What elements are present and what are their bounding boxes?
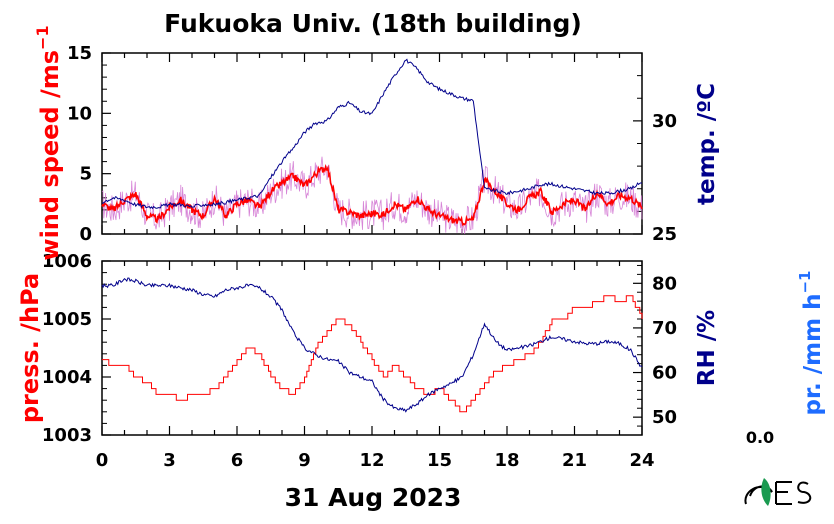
upper-tick-marks: 0 5 10 15 25 30 <box>67 43 677 245</box>
x-tick-label: 6 <box>231 450 244 471</box>
x-tick-label: 18 <box>494 450 519 471</box>
pressure-tick-label: 1004 <box>42 367 92 388</box>
date-label: 31 Aug 2023 <box>285 483 462 512</box>
pressure-tick-label: 1005 <box>42 309 92 330</box>
institution-logo <box>744 478 812 506</box>
wind-axis-title-sup: −1 <box>33 25 52 50</box>
x-tick-label: 0 <box>96 450 109 471</box>
wind-tick-label: 15 <box>67 43 92 64</box>
x-tick-label: 15 <box>427 450 452 471</box>
rh-tick-label: 50 <box>652 407 677 428</box>
lower-panel-frame <box>101 260 643 436</box>
wind-axis-title: wind speed /ms−1 <box>33 25 64 260</box>
wind-axis-title-main: wind speed /ms <box>36 50 64 261</box>
temperature-line <box>101 58 643 210</box>
x-tick-label: 9 <box>298 450 311 471</box>
x-tick-label: 12 <box>359 450 384 471</box>
x-tick-label: 3 <box>163 450 176 471</box>
wind-tick-label: 5 <box>79 164 92 185</box>
pressure-tick-label: 1006 <box>42 251 92 272</box>
rh-tick-label: 70 <box>652 318 677 339</box>
precip-axis-title-main: pr. /mm h <box>800 294 826 416</box>
temp-tick-label: 25 <box>652 224 677 245</box>
upper-series <box>101 58 643 235</box>
wind-tick-label: 0 <box>79 224 92 245</box>
wind-tick-label: 10 <box>67 103 92 124</box>
pressure-tick-label: 1003 <box>42 425 92 446</box>
x-tick-label: 24 <box>629 450 654 471</box>
temp-axis-title: temp. /ºC <box>694 83 720 205</box>
rh-tick-label: 80 <box>652 273 677 294</box>
chart-title: Fukuoka Univ. (18th building) <box>164 9 582 38</box>
temp-tick-label: 30 <box>652 111 677 132</box>
pressure-axis-title: press. /hPa <box>16 273 44 423</box>
rh-axis-title: RH /% <box>694 310 720 386</box>
precip-value: 0.0 <box>746 428 774 447</box>
relative-humidity-line <box>101 277 643 413</box>
precip-axis-title: pr. /mm h−1 <box>796 270 826 415</box>
lower-series <box>101 277 643 413</box>
rh-tick-label: 60 <box>652 363 677 384</box>
wind-speed-line <box>101 163 643 227</box>
pressure-line <box>102 295 643 413</box>
x-tick-label: 21 <box>562 450 587 471</box>
lower-tick-marks: 0 3 6 9 12 15 18 21 24 1003 1004 1005 1006 50 60 70 80 <box>42 251 677 471</box>
wind-raw-line <box>101 156 643 235</box>
precip-axis-title-sup: −1 <box>796 270 814 293</box>
